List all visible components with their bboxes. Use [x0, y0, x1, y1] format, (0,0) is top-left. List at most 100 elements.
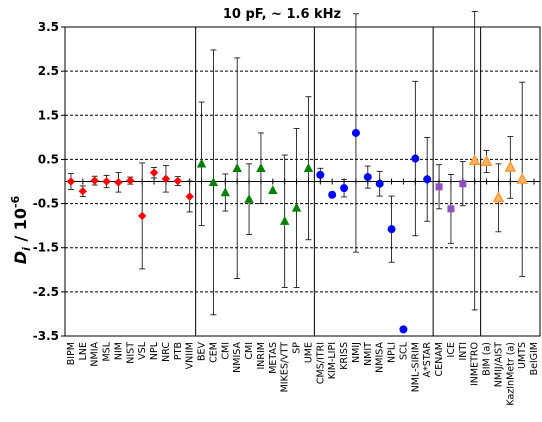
data-point — [114, 178, 123, 187]
y-tick-label: 0.5 — [38, 152, 59, 166]
x-tick-label: KIM-LIPI — [327, 342, 338, 379]
data-point — [423, 175, 432, 184]
data-point — [196, 158, 207, 168]
data-point — [504, 160, 517, 172]
svg-text:Di / 10-6: Di / 10-6 — [9, 195, 33, 264]
x-tick-label: MSL — [102, 341, 113, 361]
y-tick-label: -2.5 — [33, 285, 59, 299]
x-tick-label: KazInMetr (a) — [505, 342, 516, 406]
data-point — [161, 174, 171, 184]
data-point — [268, 185, 278, 195]
x-tick-label: NMISA — [232, 342, 243, 373]
x-tick-label: NMIJ — [351, 342, 362, 363]
y-tick-label: 1.5 — [38, 108, 59, 122]
y-axis-label-symbol: D — [11, 251, 30, 264]
x-tick-label: NMIT — [363, 342, 374, 366]
data-point — [137, 211, 147, 221]
data-point — [411, 154, 420, 163]
data-point — [459, 180, 467, 188]
data-point — [468, 154, 481, 166]
x-tick-label: CENAM — [434, 342, 445, 376]
x-tick-label: NIM — [113, 342, 124, 360]
y-axis-label-unit: / 10 — [11, 208, 30, 247]
y-axis-label-subscript: i — [20, 247, 33, 251]
x-tick-label: NPL — [149, 341, 160, 360]
data-point — [387, 225, 396, 234]
data-point — [244, 193, 254, 203]
data-point — [232, 163, 242, 172]
x-tick-label: CMI — [244, 342, 255, 360]
data-point — [447, 205, 455, 213]
x-tick-label: VSL — [137, 341, 148, 360]
data-point — [435, 183, 443, 191]
chart-title: 10 pF, ~ 1.6 kHz — [223, 7, 341, 22]
data-point — [351, 128, 360, 137]
data-point — [78, 187, 88, 196]
x-tick-label: MIKES/VTT — [280, 342, 291, 393]
x-tick-label: INRIM — [256, 342, 267, 370]
x-tick-label: UMTS — [517, 342, 528, 369]
y-tick-label: 3.5 — [38, 20, 59, 34]
x-tick-label: CMS/ITRI — [315, 342, 326, 384]
x-tick-label: BIPM — [66, 342, 77, 365]
x-tick-label: CEM — [208, 342, 219, 363]
grid — [65, 70, 540, 293]
plot-frame — [64, 26, 541, 337]
x-tick-label: NMIA — [90, 342, 101, 367]
x-tick-label: BIM (a) — [482, 342, 493, 376]
x-tick-label: ICE — [446, 342, 457, 357]
data-point — [149, 168, 159, 177]
data-point — [279, 216, 290, 225]
x-tick-label: KRISS — [339, 342, 350, 370]
data-point — [316, 170, 325, 179]
data-point — [220, 187, 231, 197]
data-point — [208, 177, 219, 187]
x-tick-label: UME — [303, 342, 314, 363]
y-tick-label: 2.5 — [38, 64, 59, 78]
data-point — [328, 190, 337, 199]
data-point — [90, 176, 99, 185]
x-tick-label: PTB — [173, 342, 184, 360]
y-tick-label: -0.5 — [33, 197, 59, 211]
x-tick-label: LNE — [78, 342, 89, 360]
x-tick-label: NIST — [125, 342, 136, 364]
x-tick-label: NPLI — [387, 342, 398, 363]
data-point — [399, 325, 408, 334]
x-tick-label: METAS — [268, 342, 279, 374]
x-tick-label: BEV — [197, 342, 208, 362]
data-points — [66, 11, 529, 334]
y-tick-label: -3.5 — [33, 329, 59, 343]
data-point — [126, 176, 135, 185]
data-point — [340, 184, 349, 193]
y-axis-label-exponent: -6 — [9, 195, 22, 208]
x-tick-label: NMIJ/AIST — [493, 342, 504, 387]
x-tick-label: CMI — [220, 342, 231, 360]
x-tick-label: NRC — [161, 342, 172, 362]
x-tick-label: A*STAR — [422, 342, 433, 378]
x-tick-label: SCL — [398, 341, 409, 360]
x-tick-label: NML-SIRIM — [410, 342, 421, 392]
data-point — [66, 177, 76, 186]
x-tick-label: NMISA — [375, 342, 386, 373]
x-tick-label: SP — [292, 342, 303, 354]
x-tick-label: BelGIM — [529, 342, 540, 375]
y-axis-label: Di / 10-6 — [9, 195, 33, 264]
data-point — [375, 179, 384, 188]
data-point — [480, 154, 493, 167]
data-point — [102, 177, 111, 186]
data-point — [363, 173, 372, 182]
data-point — [185, 192, 194, 201]
data-point — [256, 163, 266, 172]
x-tick-label: INTI — [458, 342, 469, 361]
data-point — [492, 191, 505, 203]
data-point — [173, 176, 183, 186]
x-tick-label: INMETRO — [470, 342, 481, 386]
data-point — [303, 163, 314, 172]
data-point — [516, 172, 529, 184]
y-axis: -3.5 -2.5 -1.5 -0.5 0.5 1.5 2.5 3.5 — [33, 20, 65, 343]
data-point — [291, 202, 302, 212]
x-tick-label: VNIIM — [185, 342, 196, 369]
y-tick-label: -1.5 — [33, 241, 59, 255]
